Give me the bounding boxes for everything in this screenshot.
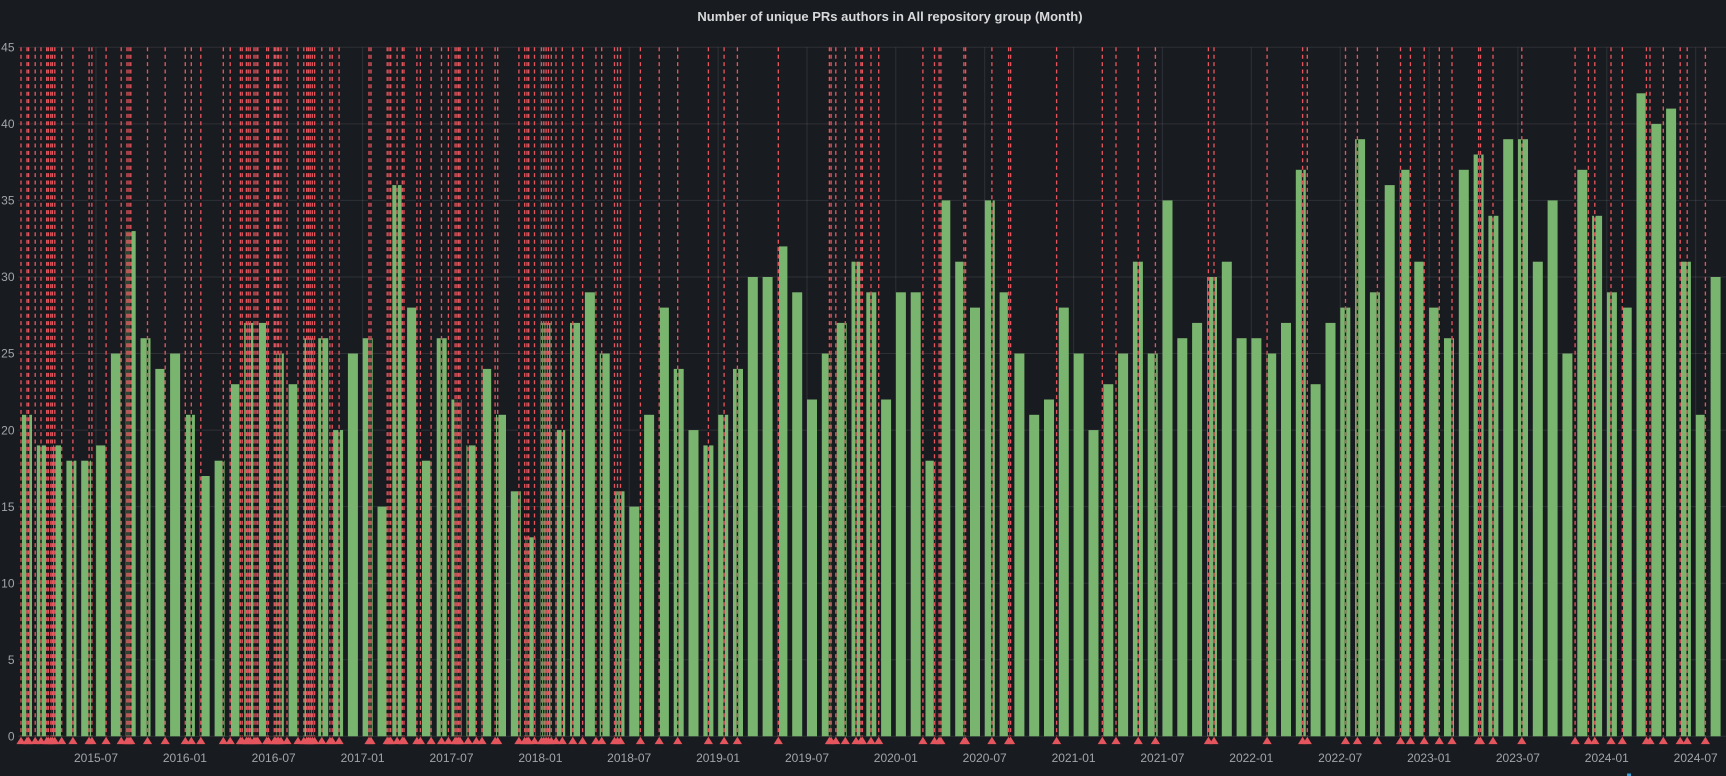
svg-text:20: 20 [1,423,15,437]
svg-text:2024-07: 2024-07 [1674,751,1718,765]
svg-text:15: 15 [1,500,15,514]
svg-text:2019-07: 2019-07 [785,751,829,765]
svg-text:5: 5 [8,653,15,667]
svg-text:2021-01: 2021-01 [1052,751,1096,765]
svg-text:2019-01: 2019-01 [696,751,740,765]
svg-text:2016-07: 2016-07 [252,751,296,765]
svg-text:2024-01: 2024-01 [1585,751,1629,765]
svg-text:30: 30 [1,270,15,284]
svg-text:40: 40 [1,117,15,131]
svg-text:2020-01: 2020-01 [874,751,918,765]
svg-text:0: 0 [8,730,15,744]
svg-text:2021-07: 2021-07 [1140,751,1184,765]
svg-text:2022-07: 2022-07 [1318,751,1362,765]
svg-text:2023-07: 2023-07 [1496,751,1540,765]
svg-text:25: 25 [1,347,15,361]
svg-text:2015-07: 2015-07 [74,751,118,765]
svg-text:2017-07: 2017-07 [429,751,473,765]
svg-text:2020-07: 2020-07 [963,751,1007,765]
svg-text:Number of unique PRs authors i: Number of unique PRs authors in All repo… [697,9,1082,24]
svg-text:2016-01: 2016-01 [163,751,207,765]
svg-text:10: 10 [1,576,15,590]
svg-text:2023-01: 2023-01 [1407,751,1451,765]
svg-text:2018-07: 2018-07 [607,751,651,765]
svg-text:2018-01: 2018-01 [518,751,562,765]
svg-text:45: 45 [1,41,15,55]
svg-text:35: 35 [1,194,15,208]
svg-text:2017-01: 2017-01 [341,751,385,765]
svg-text:2022-01: 2022-01 [1229,751,1273,765]
